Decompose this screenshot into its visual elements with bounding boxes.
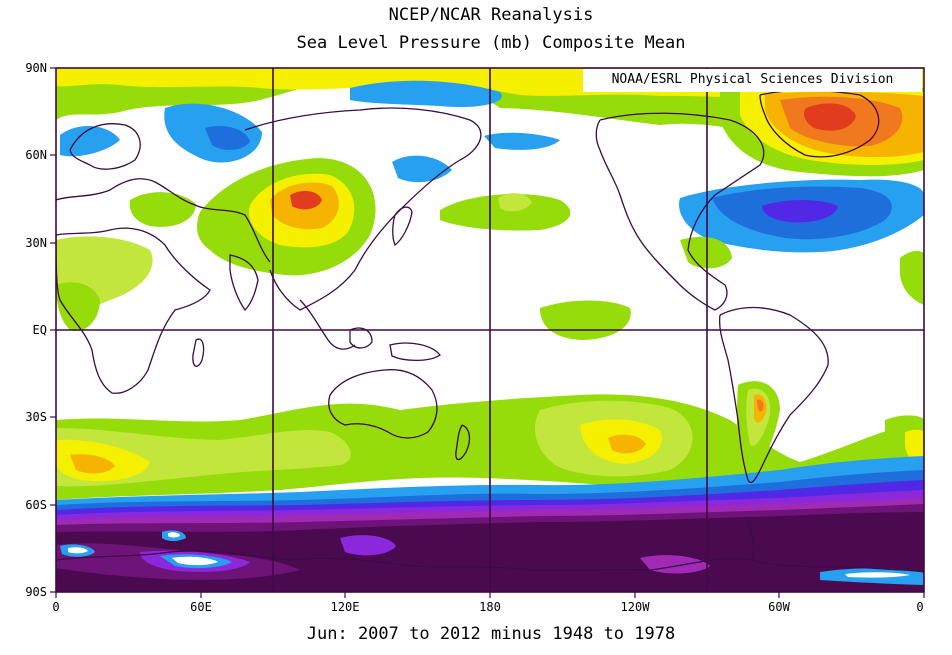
siberia-blue-low [205,125,250,150]
antarctic-peninsula-coast [747,519,755,561]
chart-title: NCEP/NCAR Reanalysis [388,5,594,25]
madagascar-coast [192,338,205,367]
npacific-green [440,194,571,231]
spacific-gold [608,434,646,454]
weddell-white [845,572,910,578]
chile-orange [757,399,764,412]
y-tick-label: 90N [25,61,47,75]
asia-coast [244,107,482,311]
westasia-green [129,192,196,227]
date-range-caption: Jun: 2007 to 2012 minus 1948 to 1978 [306,624,676,644]
antarctica-coast [56,550,924,573]
x-tick-label: 0 [52,600,59,614]
x-tick-label: 60E [190,600,212,614]
asia-red-high [290,190,322,210]
x-tick-label: 0 [916,600,923,614]
eastatlantic-green [900,250,924,305]
coastlines [56,89,924,573]
northamerica-coast [595,112,765,311]
y-tick-label: EQ [33,323,47,337]
antarctic-midlow-white [168,532,180,538]
borneo-coast [349,327,373,349]
newguinea-coast [389,342,441,362]
npacific-yellow-green [498,193,532,212]
atlantic-indigo-low [762,200,838,223]
x-tick-label: 120W [621,600,651,614]
credit-label: NOAA/ESRL Physical Sciences Division [583,69,922,92]
x-tick-labels: 0 60E 120E 180 120W 60W 0 [52,600,923,614]
greenland-red-high [804,103,856,131]
y-tick-label: 30N [25,236,47,250]
us-green [680,236,732,269]
africa-green [56,282,100,331]
japan-coast [392,206,413,246]
africa-coast [56,227,211,394]
newzealand-coast [455,424,471,461]
x-tick-label: 180 [479,600,501,614]
barents-cyan-low [60,125,120,157]
y-tick-label: 90S [25,585,47,599]
southamerica-coast [718,306,829,484]
y-tick-labels: 90N 60N 30N EQ 30S 60S 90S [25,61,47,599]
x-tick-label: 60W [768,600,790,614]
seasia-coast [299,299,356,350]
x-tick-label: 120E [331,600,360,614]
arctic-cyan-low [350,80,502,108]
southatlantic-gold [70,454,115,474]
pacific-cyan-low [484,132,560,150]
antarctic-white [172,556,218,566]
chart-subtitle: Sea Level Pressure (mb) Composite Mean [296,33,686,53]
gridlines [56,68,924,592]
y-tick-label: 60N [25,148,47,162]
tick-marks [50,67,925,598]
australia-coast [328,369,438,439]
ross-violet [340,535,396,556]
antarctic-westlow-white [68,547,88,554]
europe-coast [56,178,271,263]
y-tick-label: 60S [25,498,47,512]
y-tick-label: 30S [25,410,47,424]
scandinavia-coast [69,123,141,170]
india-coast [229,254,259,312]
